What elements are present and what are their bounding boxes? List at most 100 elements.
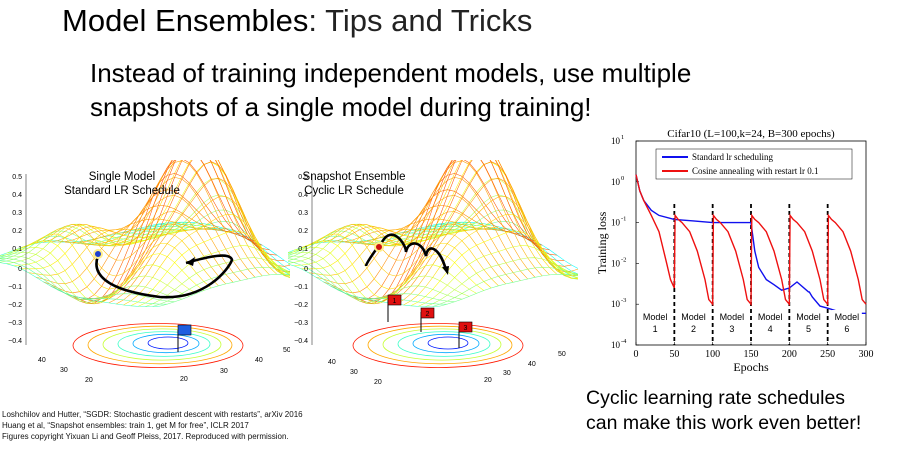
model-label-bg (793, 310, 824, 336)
x-tick-label: 200 (782, 349, 797, 360)
model-label-number: 4 (768, 324, 773, 334)
axis-tick: 50 (283, 347, 290, 354)
axis-tick: 40 (328, 359, 336, 366)
axis-tick: 40 (38, 357, 46, 364)
model-label-bg (716, 310, 747, 336)
model-label-name: Model (720, 312, 745, 322)
z-axis-ticks: 0.5 0.4 0.3 0.2 0.1 0 −0.1 −0.2 −0.3 −0.… (8, 174, 22, 345)
y-tick-label: 10 (611, 340, 621, 350)
x-tick-label: 300 (859, 349, 874, 360)
x-tick-label: 150 (744, 349, 759, 360)
series-line (635, 174, 866, 314)
flag-number: 3 (464, 325, 468, 332)
axis-tick: 50 (558, 351, 566, 358)
series-line (635, 174, 867, 307)
surface-mesh (288, 160, 578, 307)
axis-tick: 30 (220, 368, 228, 375)
figure-title-line-1: Snapshot Ensemble (303, 171, 406, 183)
caption: Cyclic learning rate schedules can make … (586, 386, 861, 436)
start-point-marker (93, 249, 103, 259)
references: Loshchilov and Hutter, “SGDR: Stochastic… (2, 409, 303, 442)
model-label-number: 6 (844, 324, 849, 334)
axis-tick: 30 (350, 369, 358, 376)
model-label-bg (755, 310, 786, 336)
z-tick: 0.2 (12, 228, 22, 235)
z-tick: −0.4 (8, 338, 22, 345)
y-tick-exponent: -4 (621, 338, 627, 345)
axis-tick: 30 (60, 367, 68, 374)
model-label-name: Model (681, 312, 706, 322)
x-tick-label: 250 (820, 349, 835, 360)
y-tick-label: 10 (611, 177, 621, 187)
axis-tick: 20 (484, 377, 492, 384)
z-tick: −0.2 (8, 302, 22, 309)
z-axis-ticks: 0.5 0.4 0.3 0.2 0.1 0 −0.1 −0.2 −0.3 −0.… (294, 174, 308, 345)
axis-tick: 20 (85, 377, 93, 384)
axis-tick: 20 (180, 376, 188, 383)
start-point-marker (374, 242, 384, 252)
contour-plane (352, 323, 524, 368)
series-lines (635, 174, 867, 314)
optimization-path (95, 254, 234, 299)
reference-line: Huang et al, “Snapshot ensembles: train … (2, 421, 249, 430)
legend-box (655, 148, 853, 180)
caption-line-1: Cyclic learning rate schedules (586, 387, 846, 409)
flag-number: 2 (426, 311, 430, 318)
axis-tick: 20 (374, 379, 382, 386)
reference-line: Figures copyright Yixuan Li and Geoff Pl… (2, 432, 289, 441)
z-tick: 0.3 (12, 210, 22, 217)
model-label-bg (640, 310, 671, 336)
legend: Standard lr scheduling Cosine annealing … (655, 148, 853, 180)
y-axis-label: Training loss (595, 211, 609, 274)
y-tick-label: 10 (611, 136, 621, 146)
caption-line-2: can make this work even better! (586, 412, 862, 434)
model-label-name: Model (643, 312, 668, 322)
y-tick-exponent: -2 (621, 256, 626, 263)
axis-tick: 40 (255, 357, 263, 364)
training-loss-chart: Cifar10 (L=100,k=24, B=300 epochs) Epoch… (595, 128, 874, 374)
y-tick-exponent: 0 (621, 175, 624, 182)
z-tick: 0.4 (298, 192, 308, 199)
figure-title-line-2: Cyclic LR Schedule (304, 185, 404, 197)
model-label-bg (678, 310, 709, 336)
y-tick-label: 10 (611, 218, 621, 228)
z-tick: −0.3 (294, 320, 308, 327)
model-label-number: 1 (653, 324, 658, 334)
floor-axis-ticks: 50 40 30 20 40 30 20 (38, 347, 290, 384)
chart-title: Cifar10 (L=100,k=24, B=300 epochs) (667, 128, 835, 140)
title-main: Model Ensembles (62, 3, 309, 38)
y-tick-exponent: 1 (621, 134, 624, 141)
z-tick: 0.5 (298, 174, 308, 181)
x-tick-label: 100 (705, 349, 720, 360)
model-label-number: 2 (691, 324, 696, 334)
z-tick: −0.3 (8, 320, 22, 327)
figure-title-line-1: Single Model (89, 171, 155, 183)
surface-mesh (0, 160, 290, 307)
snapshot-ensemble-surface-figure: 0.5 0.4 0.3 0.2 0.1 0 −0.1 −0.2 −0.3 −0.… (288, 160, 578, 386)
slide-title: Model Ensembles: Tips and Tricks (62, 2, 532, 40)
subtitle-line-1: Instead of training independent models, … (90, 58, 692, 88)
subtitle-line-2: snapshots of a single model during train… (90, 92, 592, 122)
contour-plane (72, 323, 244, 368)
model-label-name: Model (835, 312, 860, 322)
model-label-number: 5 (806, 324, 811, 334)
reference-line: Loshchilov and Hutter, “SGDR: Stochastic… (2, 410, 303, 419)
y-tick-exponent: -1 (621, 216, 626, 223)
model-label-name: Model (796, 312, 821, 322)
z-tick: 0.5 (12, 174, 22, 181)
z-tick: −0.4 (294, 338, 308, 345)
snapshot-flag-3: 3 (458, 321, 473, 348)
flag-number: 1 (393, 298, 397, 305)
z-tick: −0.2 (294, 302, 308, 309)
z-tick: 0.2 (298, 228, 308, 235)
model-label-name: Model (758, 312, 783, 322)
floor-axis-ticks: 50 40 30 20 40 30 20 (328, 351, 566, 386)
x-axis-label: Epochs (733, 360, 769, 374)
z-tick: 0 (18, 266, 22, 273)
snapshot-flag-1: 1 (387, 294, 402, 322)
y-tick-exponent: -3 (621, 297, 626, 304)
legend-label: Standard lr scheduling (692, 152, 773, 162)
single-model-surface-figure: 0.5 0.4 0.3 0.2 0.1 0 −0.1 −0.2 −0.3 −0.… (0, 160, 290, 384)
z-tick: −0.1 (8, 284, 22, 291)
z-tick: 0.1 (12, 246, 22, 253)
